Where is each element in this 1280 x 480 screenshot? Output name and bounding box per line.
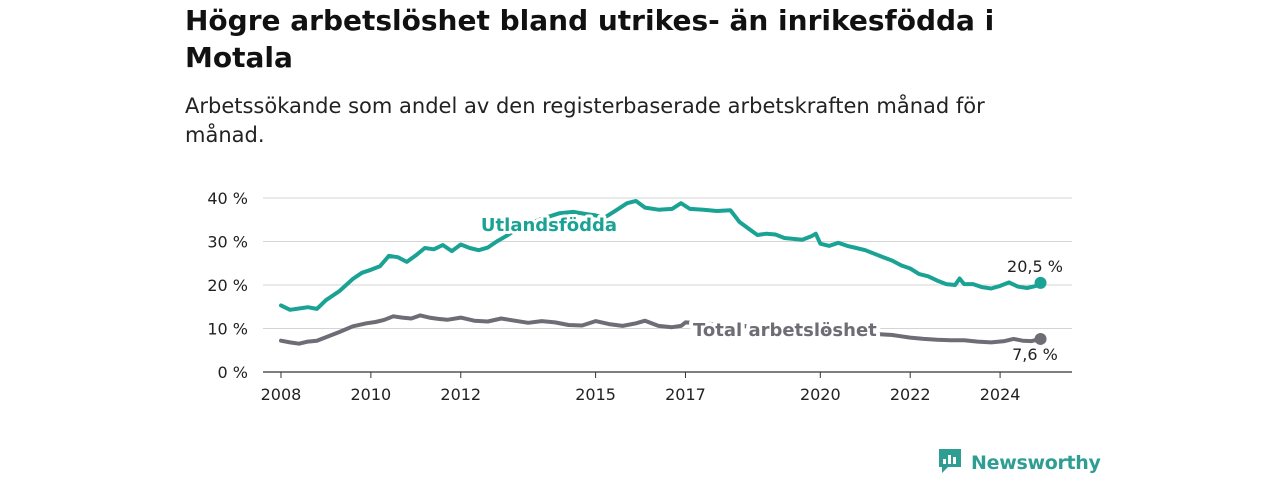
newsworthy-chart-bubble-icon xyxy=(937,447,963,479)
series-label-utlandsfodda: Utlandsfödda xyxy=(481,215,617,236)
x-tick-label: 2015 xyxy=(575,385,616,404)
x-tick-label: 2010 xyxy=(351,385,392,404)
newsworthy-logo[interactable]: Newsworthy xyxy=(937,447,1101,479)
end-point-utlandsfodda xyxy=(1034,276,1047,289)
y-tick-label: 20 % xyxy=(207,276,248,295)
page-subtitle: Arbetssökande som andel av den registerb… xyxy=(185,94,985,147)
series-label-total: Total arbetslöshet xyxy=(693,320,877,341)
x-tick-label: 2024 xyxy=(980,385,1021,404)
x-tick-label: 2022 xyxy=(890,385,931,404)
y-tick-label: 0 % xyxy=(218,363,248,382)
series-line-utlandsfodda xyxy=(279,199,1043,312)
series-line-total xyxy=(279,313,1043,346)
end-label-total: 7,6 % xyxy=(1012,345,1058,364)
y-tick-label: 10 % xyxy=(207,320,248,339)
end-point-total xyxy=(1034,332,1047,345)
x-tick-label: 2017 xyxy=(665,385,706,404)
x-tick-label: 2020 xyxy=(800,385,841,404)
y-tick-label: 30 % xyxy=(207,233,248,252)
end-label-utlandsfodda: 20,5 % xyxy=(1007,257,1063,276)
y-tick-label: 40 % xyxy=(207,189,248,208)
page-title: Högre arbetslöshet bland utrikes- än inr… xyxy=(185,4,995,74)
x-tick-label: 2012 xyxy=(440,385,481,404)
brand-name: Newsworthy xyxy=(971,452,1101,474)
x-tick-label: 2008 xyxy=(261,385,302,404)
